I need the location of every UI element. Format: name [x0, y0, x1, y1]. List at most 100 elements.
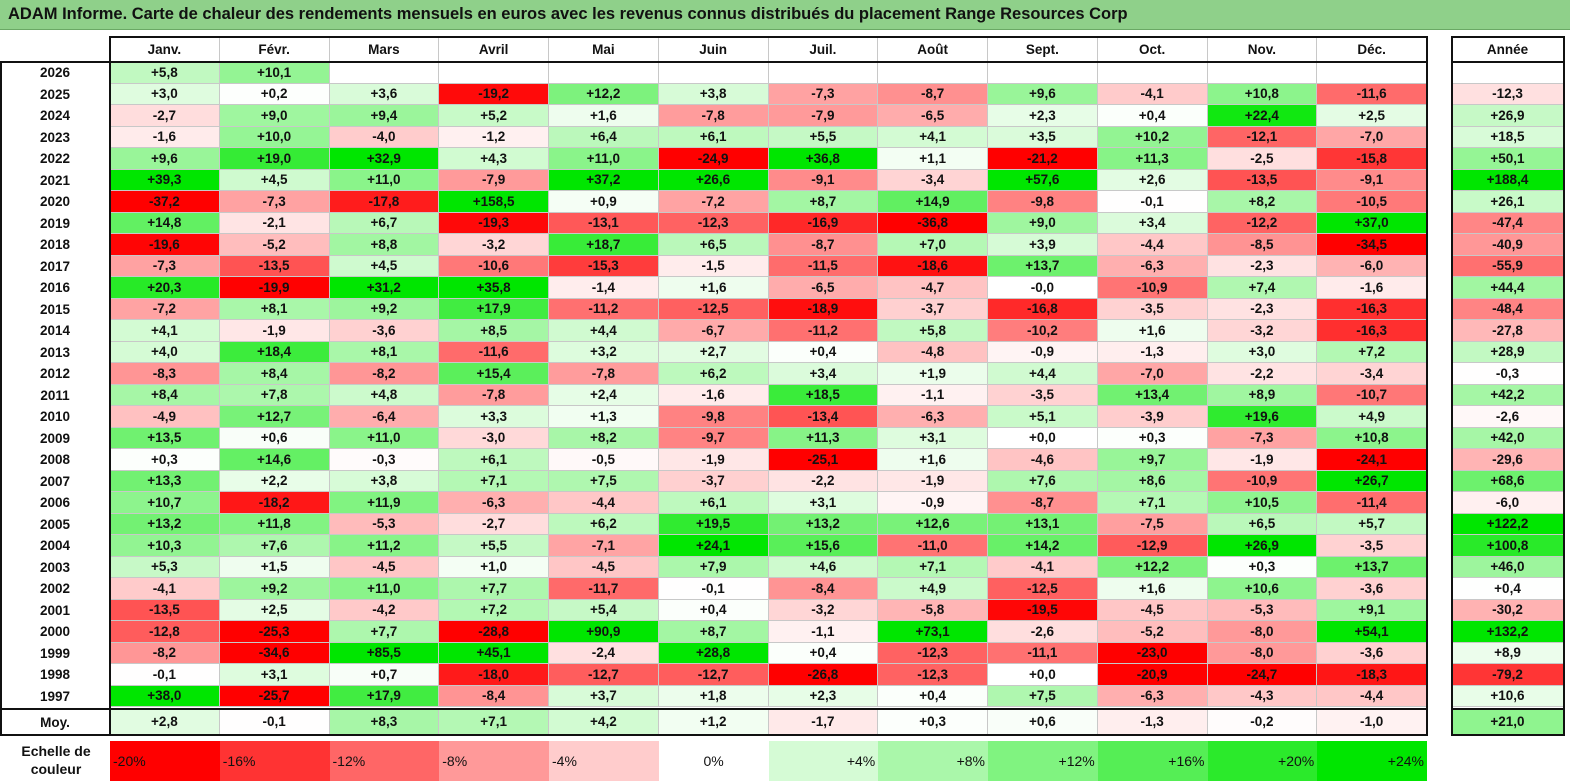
heatmap-cell: +6,2	[549, 513, 659, 535]
heatmap-cell: +2,6	[1097, 169, 1208, 191]
heatmap-cell: -12,7	[658, 664, 769, 686]
average-row-label: Moy.	[40, 714, 70, 730]
heatmap-cell: -34,5	[1317, 234, 1427, 256]
row-year-label: 1997	[39, 688, 71, 704]
heatmap-cell: +7,7	[439, 578, 549, 600]
row-year-label: 2011	[40, 387, 70, 403]
heatmap-cell: -4,4	[1097, 234, 1208, 256]
heatmap-cell: +37,2	[549, 169, 659, 191]
heatmap-cell: -12,8	[110, 621, 220, 643]
heatmap-cell: -7,8	[658, 105, 769, 127]
heatmap-cell: -12,5	[658, 298, 769, 320]
color-scale-swatch: -8%	[439, 741, 549, 781]
average-cell: -1,7	[768, 710, 879, 735]
heatmap-cell	[439, 62, 549, 84]
row-year-label: 2020	[39, 194, 71, 210]
heatmap-cell: -6,3	[1097, 685, 1208, 707]
heatmap-cell: -2,7	[110, 105, 220, 127]
heatmap-cell: +0,0	[988, 664, 1098, 686]
heatmap-cell: -12,3	[658, 212, 769, 234]
heatmap-cell: -11,5	[768, 255, 879, 277]
heatmap-cell: +4,5	[329, 255, 440, 277]
heatmap-cell: -4,1	[1097, 83, 1208, 105]
heatmap-cell: -1,5	[658, 255, 769, 277]
heatmap-cell: +73,1	[878, 621, 988, 643]
heatmap-cell: +4,3	[439, 148, 549, 170]
column-header: Oct.	[1097, 37, 1208, 62]
heatmap-cell: -3,5	[988, 384, 1098, 406]
heatmap-cell: -1,9	[1207, 449, 1318, 471]
heatmap-cell: +0,4	[1097, 105, 1208, 127]
heatmap-cell: -1,6	[658, 384, 769, 406]
heatmap-cell: -11,2	[549, 298, 659, 320]
heatmap-cell: +14,8	[110, 212, 220, 234]
annual-cell: +42,0	[1452, 427, 1564, 449]
heatmap-cell	[658, 62, 769, 84]
heatmap-cell: -17,8	[329, 191, 440, 213]
annual-cell: -30,2	[1452, 599, 1564, 621]
average-separator	[0, 708, 1428, 710]
heatmap-cell: +0,6	[219, 427, 330, 449]
heatmap-cell: +9,7	[1097, 449, 1208, 471]
heatmap-cell: +11,0	[549, 148, 659, 170]
heatmap-cell: +12,2	[1097, 556, 1208, 578]
heatmap-cell: -4,5	[329, 556, 440, 578]
heatmap-cell: +8,6	[1097, 470, 1208, 492]
heatmap-cell: -6,3	[878, 406, 988, 428]
heatmap-cell: -10,6	[439, 255, 549, 277]
heatmap-cell: -1,2	[439, 126, 549, 148]
annual-cell: -27,8	[1452, 320, 1564, 342]
heatmap-cell: -2,1	[219, 212, 330, 234]
heatmap-cell: +14,9	[878, 191, 988, 213]
heatmap-cell: +12,7	[219, 406, 330, 428]
average-cell: +4,2	[549, 710, 659, 735]
heatmap-cell: -18,2	[219, 492, 330, 514]
heatmap-cell: +3,8	[329, 470, 440, 492]
heatmap-cell: -19,3	[439, 212, 549, 234]
annual-cell: +26,9	[1452, 105, 1564, 127]
column-header: Sept.	[988, 37, 1098, 62]
column-header: Mars	[329, 37, 440, 62]
heatmap-cell: -11,6	[1317, 83, 1427, 105]
heatmap-cell: +9,2	[219, 578, 330, 600]
heatmap-cell: -0,1	[658, 578, 769, 600]
annual-cell: -47,4	[1452, 212, 1564, 234]
heatmap-cell: +37,0	[1317, 212, 1427, 234]
heatmap-cell: +6,7	[329, 212, 440, 234]
heatmap-cell: +12,2	[549, 83, 659, 105]
row-year-label: 2013	[39, 344, 71, 360]
color-scale-swatch: -16%	[219, 741, 330, 781]
heatmap-cell: +6,1	[658, 126, 769, 148]
heatmap-cell: +3,0	[110, 83, 220, 105]
heatmap-cell: -6,3	[439, 492, 549, 514]
heatmap-cell: -8,7	[988, 492, 1098, 514]
heatmap-cell: +3,4	[1097, 212, 1208, 234]
heatmap-cell: -34,6	[219, 642, 330, 664]
average-cell: -0,2	[1207, 710, 1318, 735]
heatmap-cell: +11,0	[329, 169, 440, 191]
heatmap-cell: -5,3	[329, 513, 440, 535]
heatmap-cell: -4,6	[988, 449, 1098, 471]
heatmap-cell: -2,5	[1207, 148, 1318, 170]
heatmap-cell: -1,1	[878, 384, 988, 406]
heatmap-cell: -24,1	[1317, 449, 1427, 471]
heatmap-cell: +7,1	[439, 470, 549, 492]
heatmap-cell: +7,5	[549, 470, 659, 492]
annual-cell: -48,4	[1452, 298, 1564, 320]
heatmap-cell: -9,7	[658, 427, 769, 449]
heatmap-cell: +11,2	[329, 535, 440, 557]
heatmap-cell: +17,9	[329, 685, 440, 707]
heatmap-cell: -3,2	[439, 234, 549, 256]
heatmap-cell: -23,0	[1097, 642, 1208, 664]
row-year-label: 2007	[39, 473, 71, 489]
heatmap-cell: +7,2	[439, 599, 549, 621]
heatmap-cell: -7,3	[1207, 427, 1318, 449]
heatmap-cell: +8,1	[219, 298, 330, 320]
heatmap-cell: +0,4	[878, 685, 988, 707]
heatmap-cell: +8,4	[219, 363, 330, 385]
row-year-label: 2021	[39, 172, 71, 188]
heatmap-cell: -3,4	[878, 169, 988, 191]
heatmap-cell: -9,1	[768, 169, 879, 191]
heatmap-cell: -4,1	[988, 556, 1098, 578]
heatmap-cell: -0,0	[988, 277, 1098, 299]
